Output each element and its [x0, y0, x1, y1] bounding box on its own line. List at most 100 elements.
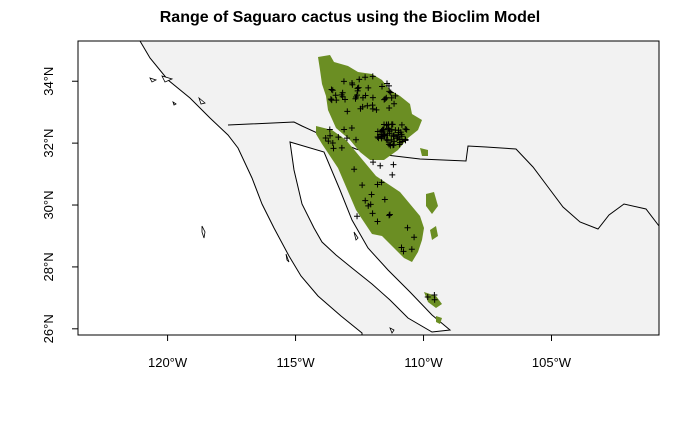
map-title: Range of Saguaro cactus using the Biocli…	[159, 9, 541, 26]
occurrence-marker	[365, 84, 372, 91]
occurrence-marker	[349, 81, 356, 88]
y-tick-label: 28°N	[41, 252, 56, 281]
occurrence-marker	[386, 211, 393, 218]
occurrence-markers	[322, 73, 438, 303]
occurrence-marker	[351, 166, 358, 173]
occurrence-marker	[359, 103, 366, 110]
occurrence-marker	[342, 96, 349, 103]
occurrence-marker	[404, 224, 411, 231]
occurrence-marker	[354, 213, 361, 220]
islands	[149, 75, 395, 334]
occurrence-marker	[353, 94, 360, 101]
occurrence-marker	[364, 102, 371, 109]
gulf-of-california	[289, 141, 452, 333]
occurrence-marker	[329, 87, 336, 94]
occurrence-marker	[403, 126, 410, 133]
occurrence-marker	[388, 94, 395, 101]
occurrence-marker	[381, 121, 388, 128]
occurrence-marker	[374, 134, 381, 141]
occurrence-marker	[354, 85, 361, 92]
occurrence-marker	[327, 96, 334, 103]
y-tick-label: 32°N	[41, 129, 56, 158]
occurrence-marker	[379, 83, 386, 90]
range-patch	[316, 126, 424, 262]
occurrence-marker	[383, 80, 390, 87]
occurrence-marker	[424, 293, 431, 300]
occurrence-marker	[352, 136, 359, 143]
occurrence-marker	[381, 196, 388, 203]
occurrence-marker	[431, 291, 438, 298]
occurrence-marker	[388, 126, 395, 133]
occurrence-marker	[329, 140, 336, 147]
occurrence-marker	[402, 126, 409, 133]
occurrence-marker	[326, 126, 333, 133]
occurrence-marker	[390, 133, 397, 140]
occurrence-marker	[398, 244, 405, 251]
occurrence-marker	[369, 94, 376, 101]
occurrence-marker	[369, 210, 376, 217]
occurrence-marker	[374, 181, 381, 188]
occurrence-marker	[374, 128, 381, 135]
occurrence-marker	[386, 88, 393, 95]
occurrence-marker	[335, 134, 342, 141]
occurrence-marker	[408, 246, 415, 253]
plot-frame	[77, 40, 660, 336]
range-patch	[430, 226, 438, 240]
occurrence-marker	[391, 100, 398, 107]
occurrence-marker	[359, 94, 366, 101]
occurrence-marker	[390, 161, 397, 168]
range-patch	[420, 148, 428, 156]
occurrence-marker	[369, 73, 376, 80]
x-axis: 120°W 115°W 110°W 105°W	[148, 335, 572, 370]
occurrence-marker	[374, 218, 381, 225]
occurrence-marker	[383, 94, 390, 101]
occurrence-marker	[387, 142, 394, 149]
occurrence-marker	[328, 97, 335, 104]
occurrence-marker	[373, 106, 380, 113]
x-tick-label: 120°W	[148, 355, 188, 370]
x-tick-label: 110°W	[404, 355, 443, 370]
occurrence-marker	[359, 182, 366, 189]
occurrence-marker	[362, 74, 369, 81]
occurrence-marker	[330, 145, 337, 152]
occurrence-marker	[378, 133, 385, 140]
occurrence-marker	[344, 108, 351, 115]
occurrence-marker	[387, 89, 394, 96]
occurrence-marker	[341, 126, 348, 133]
occurrence-marker	[411, 234, 418, 241]
occurrence-marker	[398, 121, 405, 128]
occurrence-marker	[343, 135, 350, 142]
occurrence-marker	[338, 144, 345, 151]
y-axis: 26°N 28°N 30°N 32°N 34°N	[41, 67, 78, 343]
occurrence-marker	[322, 135, 329, 142]
y-tick-label: 26°N	[41, 314, 56, 343]
occurrence-marker	[375, 135, 382, 142]
occurrence-marker	[370, 159, 377, 166]
occurrence-marker	[368, 191, 375, 198]
occurrence-marker	[391, 131, 398, 138]
occurrence-marker	[362, 197, 369, 204]
occurrence-marker	[386, 130, 393, 137]
x-tick-label: 105°W	[532, 355, 572, 370]
y-tick-label: 34°N	[41, 67, 56, 96]
range-patch	[436, 316, 442, 324]
occurrence-marker	[338, 91, 345, 98]
occurrence-marker	[377, 162, 384, 169]
occurrence-marker	[402, 137, 409, 144]
occurrence-marker	[392, 127, 399, 134]
occurrence-marker	[389, 171, 396, 178]
range-patch	[426, 192, 438, 214]
occurrence-marker	[348, 125, 355, 132]
occurrence-marker	[355, 84, 362, 91]
occurrence-marker	[400, 248, 407, 255]
y-tick-label: 30°N	[41, 190, 56, 219]
occurrence-marker	[399, 138, 406, 145]
occurrence-marker	[392, 92, 399, 99]
occurrence-marker	[393, 135, 400, 142]
x-tick-label: 115°W	[276, 355, 315, 370]
occurrence-marker	[386, 212, 393, 219]
occurrence-marker	[325, 138, 332, 145]
occurrence-marker	[384, 137, 391, 144]
occurrence-marker	[369, 105, 376, 112]
